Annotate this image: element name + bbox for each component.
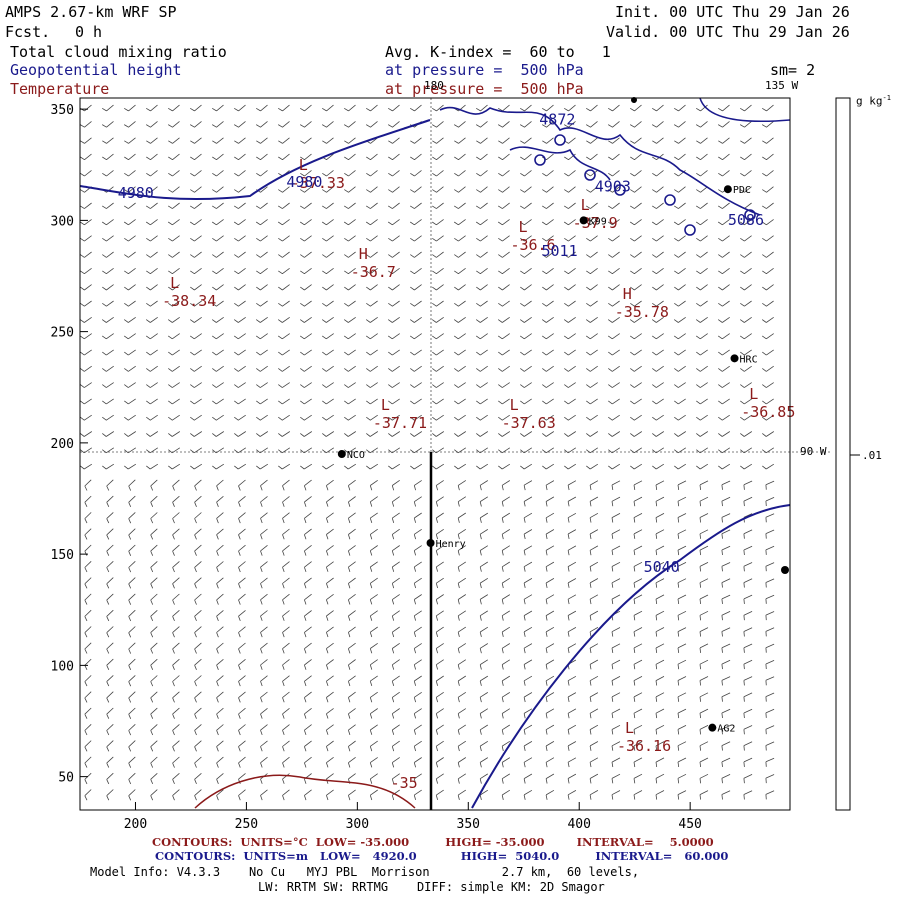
cloud-contour-inner bbox=[509, 146, 611, 181]
init-time: Init. 00 UTC Thu 29 Jan 26 bbox=[615, 3, 850, 21]
x-tick-label: 200 bbox=[124, 817, 147, 832]
cloud-contour-band bbox=[439, 106, 761, 216]
contour-lines bbox=[79, 97, 791, 809]
height-contour-label: 4903 bbox=[595, 177, 631, 195]
field-cloud: Total cloud mixing ratio bbox=[10, 43, 227, 61]
footer-height-contours: CONTOURS: UNITS=m LOW= 4920.0 HIGH= 5040… bbox=[155, 849, 729, 863]
pressure-center-symbol: L bbox=[170, 274, 179, 292]
lon-label-135w: 135 W bbox=[765, 79, 799, 92]
lon-label-180: 180 bbox=[424, 79, 444, 92]
footer-model-info: Model Info: V4.3.3 No Cu MYJ PBL Morriso… bbox=[90, 865, 640, 879]
cloud-contour-cell bbox=[664, 194, 676, 206]
y-tick-label: 100 bbox=[51, 659, 74, 674]
height-contour-4980 bbox=[79, 119, 431, 201]
height-contour-label: 4872 bbox=[539, 111, 575, 129]
y-tick-label: 50 bbox=[58, 771, 74, 786]
y-tick-label: 350 bbox=[51, 103, 74, 118]
model-title: AMPS 2.67-km WRF SP bbox=[5, 3, 177, 21]
colorbar-tick-label: .01 bbox=[862, 449, 882, 462]
station-label: AG2 bbox=[717, 724, 735, 735]
station-dot bbox=[781, 566, 789, 574]
y-tick-label: 150 bbox=[51, 548, 74, 563]
height-contour-label: 4980 bbox=[118, 184, 154, 202]
smoothing-label: sm= 2 bbox=[770, 61, 816, 79]
temperature-contour-label: -35 bbox=[391, 774, 418, 792]
pressure-center-symbol: L bbox=[510, 396, 519, 414]
station-dot bbox=[730, 354, 739, 363]
pressure-center-symbol: H bbox=[359, 245, 368, 263]
pressure-center-symbol: H bbox=[623, 285, 632, 303]
y-tick-label: 300 bbox=[51, 214, 74, 229]
height-contour-label: 5040 bbox=[644, 558, 680, 576]
footer-temperature-contours: CONTOURS: UNITS=°C LOW= -35.000 HIGH= -3… bbox=[152, 835, 714, 849]
forecast-label: Fcst. bbox=[5, 23, 51, 41]
pressure-center-value: -37.71 bbox=[373, 414, 427, 432]
cloud-contour-cell bbox=[584, 169, 596, 181]
height-contour-5040 bbox=[471, 504, 791, 809]
pressure-center-symbol: L bbox=[581, 196, 590, 214]
cloud-contour-cell bbox=[554, 134, 566, 146]
cloud-contour-cell bbox=[614, 184, 626, 196]
station-label: HRC bbox=[740, 354, 758, 365]
y-tick-label: 250 bbox=[51, 326, 74, 341]
pressure-center-symbol: L bbox=[518, 218, 527, 236]
station-dot bbox=[579, 216, 588, 225]
pressure-center-value: -36.85 bbox=[741, 403, 795, 421]
plot-frame bbox=[79, 97, 791, 811]
cloud-contour-cell bbox=[534, 154, 546, 166]
pressure-center-value: -36.6 bbox=[510, 236, 555, 254]
pressure-center-value: -37.33 bbox=[291, 174, 345, 192]
x-tick-label: 250 bbox=[235, 817, 258, 832]
pressure-center-value: -36.16 bbox=[617, 737, 671, 755]
pressure-center-symbol: L bbox=[625, 719, 634, 737]
colorbar bbox=[835, 97, 860, 811]
avg-k-index: Avg. K-index = 60 to 1 bbox=[385, 43, 611, 61]
pressure-center-value: -37.63 bbox=[502, 414, 556, 432]
lon-label-90w: 90 W bbox=[800, 445, 827, 458]
station-dot bbox=[337, 450, 346, 458]
pressure-center-value: -38.34 bbox=[162, 292, 216, 310]
cloud-contour-cell bbox=[744, 209, 756, 221]
x-tick-label: 300 bbox=[346, 817, 369, 832]
y-tick-label: 200 bbox=[51, 437, 74, 452]
height-contour-corner bbox=[699, 97, 791, 123]
field-temperature: Temperature bbox=[10, 80, 110, 98]
axis-ticks: 200 250 300 350 400 450 50 100 150 200 250 300 350 bbox=[51, 103, 702, 832]
station-label: K99 bbox=[589, 216, 607, 227]
station-dot bbox=[723, 185, 732, 194]
pressure-center-symbol: L bbox=[381, 396, 390, 414]
cloud-contour-cell bbox=[684, 224, 696, 236]
lat-lon-lines bbox=[80, 98, 830, 810]
pressure-center-symbol: L bbox=[749, 385, 758, 403]
station-label: Henry bbox=[436, 539, 466, 550]
station-dot bbox=[426, 539, 435, 547]
wind-barbs bbox=[79, 104, 775, 801]
x-tick-label: 350 bbox=[457, 817, 480, 832]
pressure-height: at pressure = 500 hPa bbox=[385, 61, 584, 79]
colorbar-unit: g kg-1 bbox=[856, 94, 891, 108]
temperature-contour-minus35 bbox=[194, 774, 416, 809]
contour-labels: L-37.33H-36.7L-38.34L-36.6L-37.71L-37.63… bbox=[118, 111, 796, 792]
height-contour-label: 5086 bbox=[728, 211, 764, 229]
forecast-value: 0 h bbox=[75, 23, 103, 41]
footer-physics: LW: RRTM SW: RRTMG DIFF: simple KM: 2D S… bbox=[258, 880, 605, 894]
station-label: PDC bbox=[733, 185, 751, 196]
valid-time: Valid. 00 UTC Thu 29 Jan 26 bbox=[606, 23, 850, 41]
field-height: Geopotential height bbox=[10, 61, 182, 79]
station-label: NCO bbox=[347, 450, 365, 461]
colorbar-box bbox=[835, 97, 851, 811]
pressure-center-symbol: L bbox=[299, 156, 308, 174]
pressure-temperature: at pressure = 500 hPa bbox=[385, 80, 584, 98]
x-tick-label: 400 bbox=[567, 817, 590, 832]
pressure-center-value: -35.78 bbox=[615, 303, 669, 321]
height-contour-label: 4980 bbox=[286, 173, 322, 191]
pressure-center-value: -36.7 bbox=[351, 263, 396, 281]
x-tick-label: 450 bbox=[678, 817, 701, 832]
wind-barb-field bbox=[79, 104, 775, 801]
station-dot bbox=[708, 723, 717, 732]
height-contour-label: 5011 bbox=[542, 242, 578, 260]
